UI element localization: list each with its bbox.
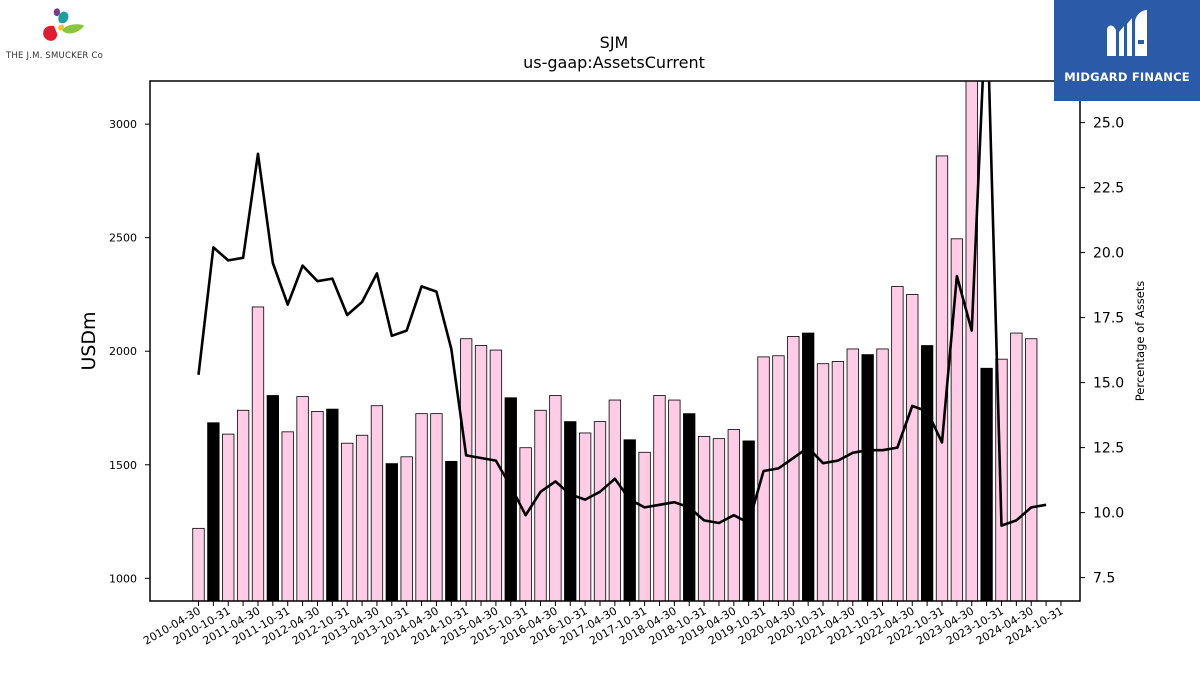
y2-axis-label: Percentage of Assets: [1133, 281, 1147, 402]
bar: [920, 345, 934, 601]
y2-tick-label: 12.5: [1093, 441, 1124, 457]
midgard-mark-icon: [1107, 10, 1147, 56]
bar: [608, 399, 622, 601]
bar: [341, 442, 354, 601]
bar: [950, 238, 964, 601]
bar: [430, 413, 443, 601]
bar: [400, 456, 413, 601]
y-tick-label: 2000: [109, 345, 137, 358]
bar: [861, 354, 874, 601]
y2-tick-label: 15.0: [1093, 376, 1124, 392]
y2-tick-label: 7.5: [1093, 571, 1115, 587]
bar: [311, 410, 324, 601]
bar-layer: [192, 81, 1038, 601]
bar: [653, 395, 666, 601]
bar: [906, 294, 919, 601]
fruit-logo-icon: [43, 8, 84, 41]
bar: [474, 345, 488, 601]
bar: [281, 431, 294, 601]
y-tick-label: 3000: [109, 118, 137, 131]
bar: [251, 306, 265, 601]
bar: [326, 408, 339, 601]
bar: [816, 363, 830, 601]
bar: [489, 349, 503, 601]
bar: [445, 460, 458, 601]
smucker-brand-text: THE J.M. SMUCKER Co: [6, 51, 103, 61]
y-tick-label: 2500: [109, 232, 137, 245]
bar: [757, 356, 770, 601]
x-axis: 2010-04-302010-10-312011-04-302011-10-31…: [141, 601, 1065, 648]
bar: [787, 336, 800, 601]
bar: [876, 348, 889, 601]
line-layer: [197, 81, 1047, 527]
bar: [519, 447, 532, 601]
chart-subtitle: us-gaap:AssetsCurrent: [523, 53, 705, 72]
midgard-logo: MIDGARD FINANCE: [1054, 0, 1200, 101]
y-axis-right: 7.5 10.0 12.5 15.0 17.5 20.0 22.5 25.0: [1080, 116, 1124, 587]
y-axis-label: USDm: [78, 311, 100, 370]
percentage-line: [197, 81, 1047, 527]
bar: [802, 332, 815, 601]
bar: [549, 395, 562, 601]
chart-title: SJM: [600, 33, 629, 52]
bar: [460, 338, 473, 601]
bar: [222, 433, 235, 601]
bar: [385, 463, 398, 601]
bar: [831, 361, 845, 601]
bar: [266, 395, 280, 601]
bar: [192, 527, 205, 601]
bar: [355, 434, 369, 601]
bar: [207, 422, 220, 601]
bar: [668, 399, 681, 601]
y2-tick-label: 25.0: [1093, 116, 1124, 132]
bar: [1025, 338, 1038, 601]
bar: [564, 421, 577, 601]
y-axis-left: 1000 1500 2000 2500 3000: [109, 118, 150, 585]
midgard-brand-text: MIDGARD FINANCE: [1064, 70, 1190, 84]
bar: [504, 397, 517, 601]
bar: [980, 367, 993, 601]
bar: [638, 451, 651, 601]
y2-tick-label: 22.5: [1093, 181, 1124, 197]
y-tick-label: 1500: [109, 459, 137, 472]
bar: [623, 439, 636, 601]
bar: [236, 409, 250, 601]
bar: [415, 413, 428, 601]
bar: [965, 81, 978, 601]
bar: [370, 405, 384, 601]
bar: [935, 155, 949, 601]
bar: [296, 396, 309, 601]
y-tick-label: 1000: [109, 572, 137, 585]
bar: [593, 421, 607, 601]
y2-tick-label: 20.0: [1093, 246, 1124, 262]
y2-tick-label: 17.5: [1093, 311, 1124, 327]
bar: [578, 432, 592, 601]
bar: [1010, 332, 1023, 601]
bar: [534, 409, 547, 601]
bar: [772, 355, 785, 601]
y2-tick-label: 10.0: [1093, 506, 1124, 522]
smucker-logo: THE J.M. SMUCKER Co: [4, 4, 124, 64]
bar: [846, 348, 859, 601]
